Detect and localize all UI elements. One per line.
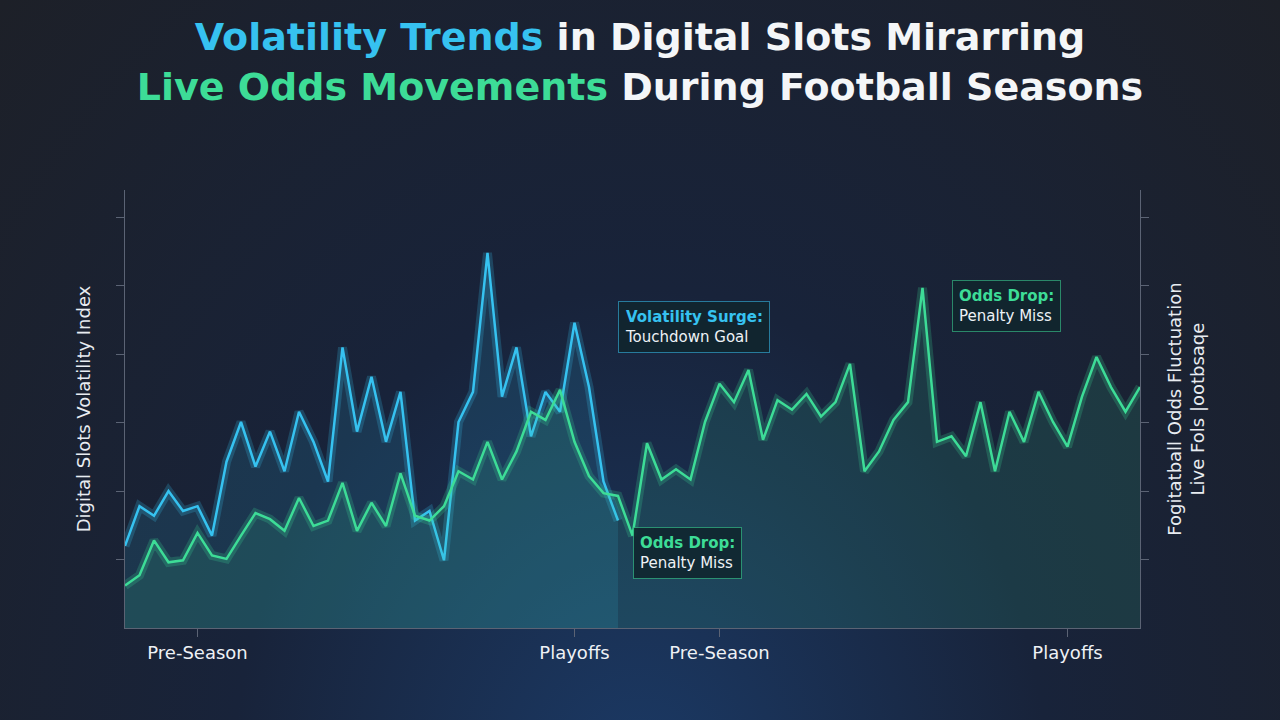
svg-text:Pre-Season: Pre-Season [669, 642, 769, 663]
svg-text:Odds Drop:Penalty Miss: Odds Drop:Penalty Miss [640, 534, 735, 572]
svg-text:Pre-Season: Pre-Season [147, 642, 247, 663]
svg-text:Volatility Trends in Digital S: Volatility Trends in Digital Slots Mirar… [137, 15, 1143, 108]
svg-text:Playoffs: Playoffs [539, 642, 609, 663]
svg-text:Fogitatball Odds FluctuationLi: Fogitatball Odds FluctuationLive Fols |o… [1164, 282, 1208, 535]
svg-text:Volatility Surge:Touchdown Goa: Volatility Surge:Touchdown Goal [625, 308, 763, 346]
svg-text:Odds Drop:Penalty Miss: Odds Drop:Penalty Miss [959, 287, 1054, 325]
svg-text:Playoffs: Playoffs [1032, 642, 1102, 663]
svg-text:Digital Slots Volatility Index: Digital Slots Volatility Index [73, 285, 94, 532]
